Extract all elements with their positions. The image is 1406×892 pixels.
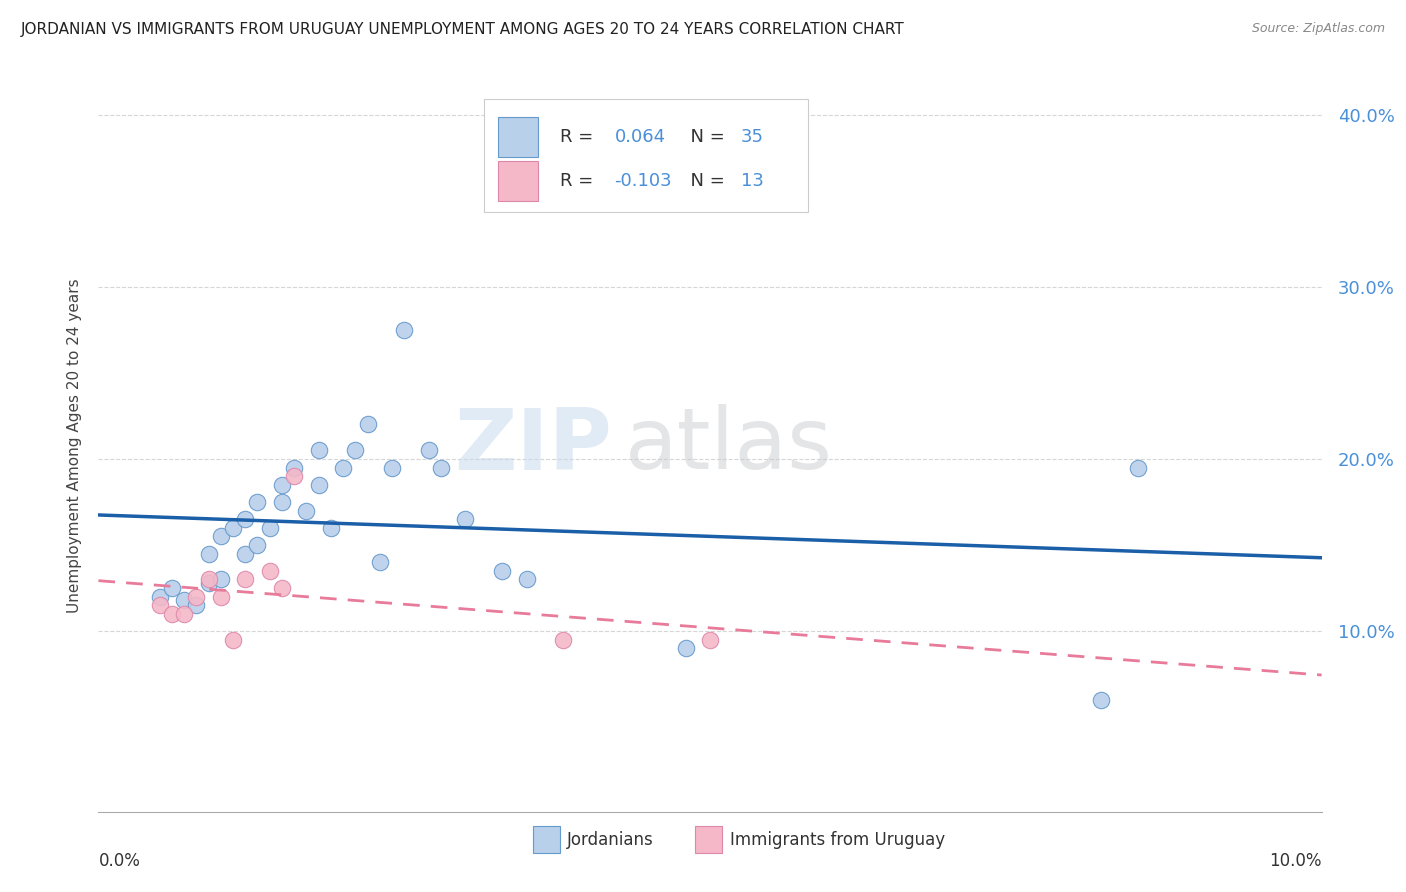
Point bbox=[160, 581, 183, 595]
Text: 0.064: 0.064 bbox=[614, 128, 666, 146]
Point bbox=[418, 443, 440, 458]
Bar bbox=[696, 826, 723, 854]
Point bbox=[233, 512, 256, 526]
Text: ZIP: ZIP bbox=[454, 404, 612, 488]
Point bbox=[675, 641, 697, 656]
Point bbox=[283, 460, 305, 475]
Bar bbox=[484, 99, 808, 212]
Point bbox=[332, 460, 354, 475]
Point bbox=[197, 575, 219, 590]
Text: Source: ZipAtlas.com: Source: ZipAtlas.com bbox=[1251, 22, 1385, 36]
Text: 0.0%: 0.0% bbox=[98, 852, 141, 870]
Point bbox=[392, 323, 416, 337]
Text: 35: 35 bbox=[741, 128, 763, 146]
Text: JORDANIAN VS IMMIGRANTS FROM URUGUAY UNEMPLOYMENT AMONG AGES 20 TO 24 YEARS CORR: JORDANIAN VS IMMIGRANTS FROM URUGUAY UNE… bbox=[21, 22, 905, 37]
Point bbox=[491, 564, 513, 578]
Point bbox=[308, 443, 330, 458]
Point bbox=[368, 555, 391, 569]
Y-axis label: Unemployment Among Ages 20 to 24 years: Unemployment Among Ages 20 to 24 years bbox=[66, 278, 82, 614]
Point bbox=[222, 632, 245, 647]
Text: -0.103: -0.103 bbox=[614, 172, 672, 190]
Point bbox=[149, 590, 172, 604]
Point bbox=[454, 512, 477, 526]
Point bbox=[173, 593, 195, 607]
Point bbox=[1090, 693, 1112, 707]
Point bbox=[186, 598, 208, 612]
Point bbox=[186, 590, 208, 604]
Point bbox=[295, 503, 318, 517]
Text: R =: R = bbox=[560, 172, 599, 190]
Text: R =: R = bbox=[560, 128, 599, 146]
Point bbox=[283, 469, 305, 483]
Point bbox=[319, 521, 342, 535]
Point bbox=[197, 573, 219, 587]
Point bbox=[699, 632, 721, 647]
Point bbox=[308, 477, 330, 491]
Point bbox=[430, 460, 453, 475]
Point bbox=[270, 477, 292, 491]
Text: N =: N = bbox=[679, 172, 731, 190]
Point bbox=[173, 607, 195, 621]
Point bbox=[160, 607, 183, 621]
Text: N =: N = bbox=[679, 128, 731, 146]
Bar bbox=[498, 161, 537, 201]
Point bbox=[516, 573, 538, 587]
Point bbox=[270, 495, 292, 509]
Point bbox=[381, 460, 404, 475]
Point bbox=[209, 590, 232, 604]
Bar bbox=[498, 117, 537, 157]
Point bbox=[197, 547, 219, 561]
Point bbox=[259, 521, 281, 535]
Point bbox=[233, 547, 256, 561]
Point bbox=[1128, 460, 1150, 475]
Point bbox=[553, 632, 575, 647]
Point bbox=[149, 598, 172, 612]
Point bbox=[233, 573, 256, 587]
Point bbox=[246, 538, 269, 552]
Text: 13: 13 bbox=[741, 172, 763, 190]
Point bbox=[259, 564, 281, 578]
Point bbox=[246, 495, 269, 509]
Text: 10.0%: 10.0% bbox=[1270, 852, 1322, 870]
Point bbox=[344, 443, 367, 458]
Text: atlas: atlas bbox=[624, 404, 832, 488]
Point bbox=[209, 573, 232, 587]
Bar bbox=[533, 826, 560, 854]
Point bbox=[356, 417, 378, 432]
Point bbox=[270, 581, 292, 595]
Point bbox=[209, 529, 232, 543]
Text: Immigrants from Uruguay: Immigrants from Uruguay bbox=[730, 830, 945, 848]
Text: Jordanians: Jordanians bbox=[567, 830, 654, 848]
Point bbox=[222, 521, 245, 535]
